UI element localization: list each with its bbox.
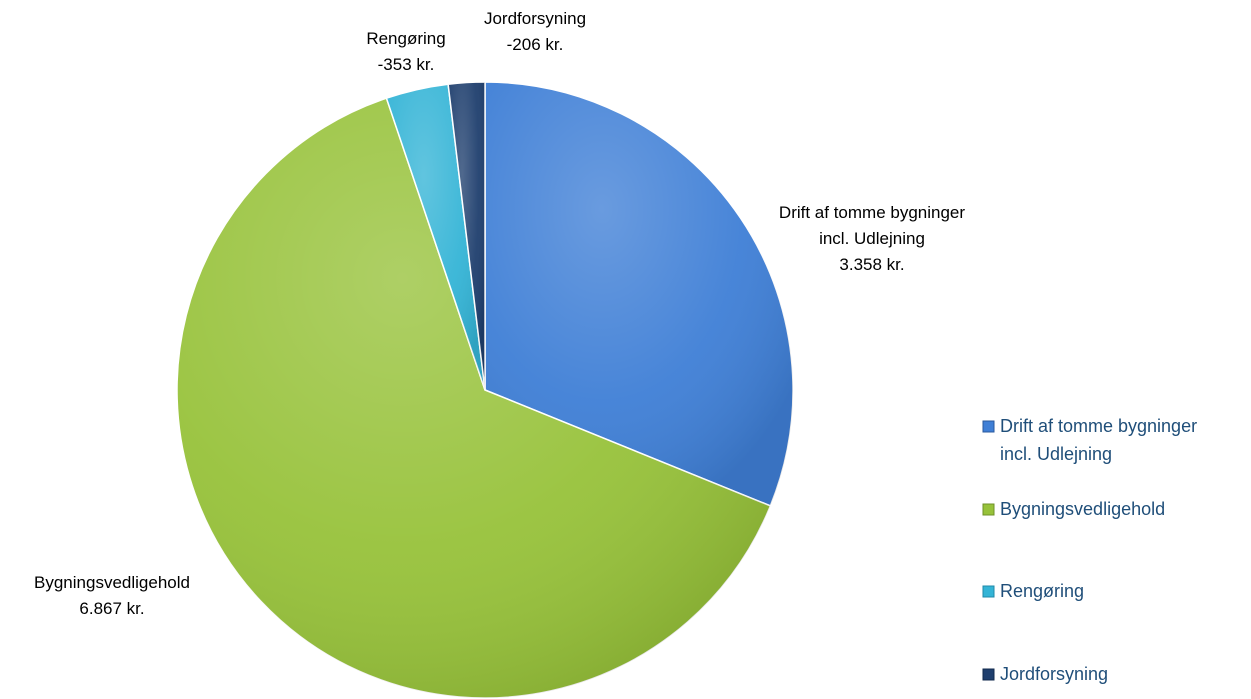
legend-entry-jordforsyning: Jordforsyning [982, 664, 1108, 684]
pie-slice-shading [386, 84, 485, 390]
pie-slice-shading [448, 82, 485, 390]
data-label-rengoring: Rengøring -353 kr. [366, 29, 445, 74]
legend-label: Bygningsvedligehold [1000, 499, 1165, 519]
legend-entry-bygningsvedligehold: Bygningsvedligehold [982, 499, 1165, 519]
pie-slices [176, 81, 794, 699]
legend-swatch [982, 420, 995, 433]
legend-swatch [982, 503, 995, 516]
data-label-drift-af-tomme-bygninger-incl-udlejning: Drift af tomme bygninger incl. Udlejning 3… [779, 203, 965, 274]
legend-entry-rengoring: Rengøring [982, 581, 1084, 601]
pie-slice-shading [176, 98, 771, 699]
data-label-jordforsyning: Jordforsyning -206 kr. [484, 9, 586, 54]
legend-swatch [982, 668, 995, 681]
slice-labels: Drift af tomme bygninger incl. Udlejning 3… [34, 9, 965, 618]
legend-label: Drift af tomme bygninger incl. Udlejning [1000, 416, 1197, 464]
pie-slice-shading [485, 82, 793, 506]
legend: Drift af tomme bygninger incl. Udlejning B… [982, 416, 1197, 684]
legend-swatch [982, 585, 995, 598]
data-label-bygningsvedligehold: Bygningsvedligehold 6.867 kr. [34, 573, 190, 618]
legend-entry-drift-af-tomme-bygninger-incl-udlejning: Drift af tomme bygninger incl. Udlejning [982, 416, 1197, 464]
legend-label: Rengøring [1000, 581, 1084, 601]
legend-label: Jordforsyning [1000, 664, 1108, 684]
